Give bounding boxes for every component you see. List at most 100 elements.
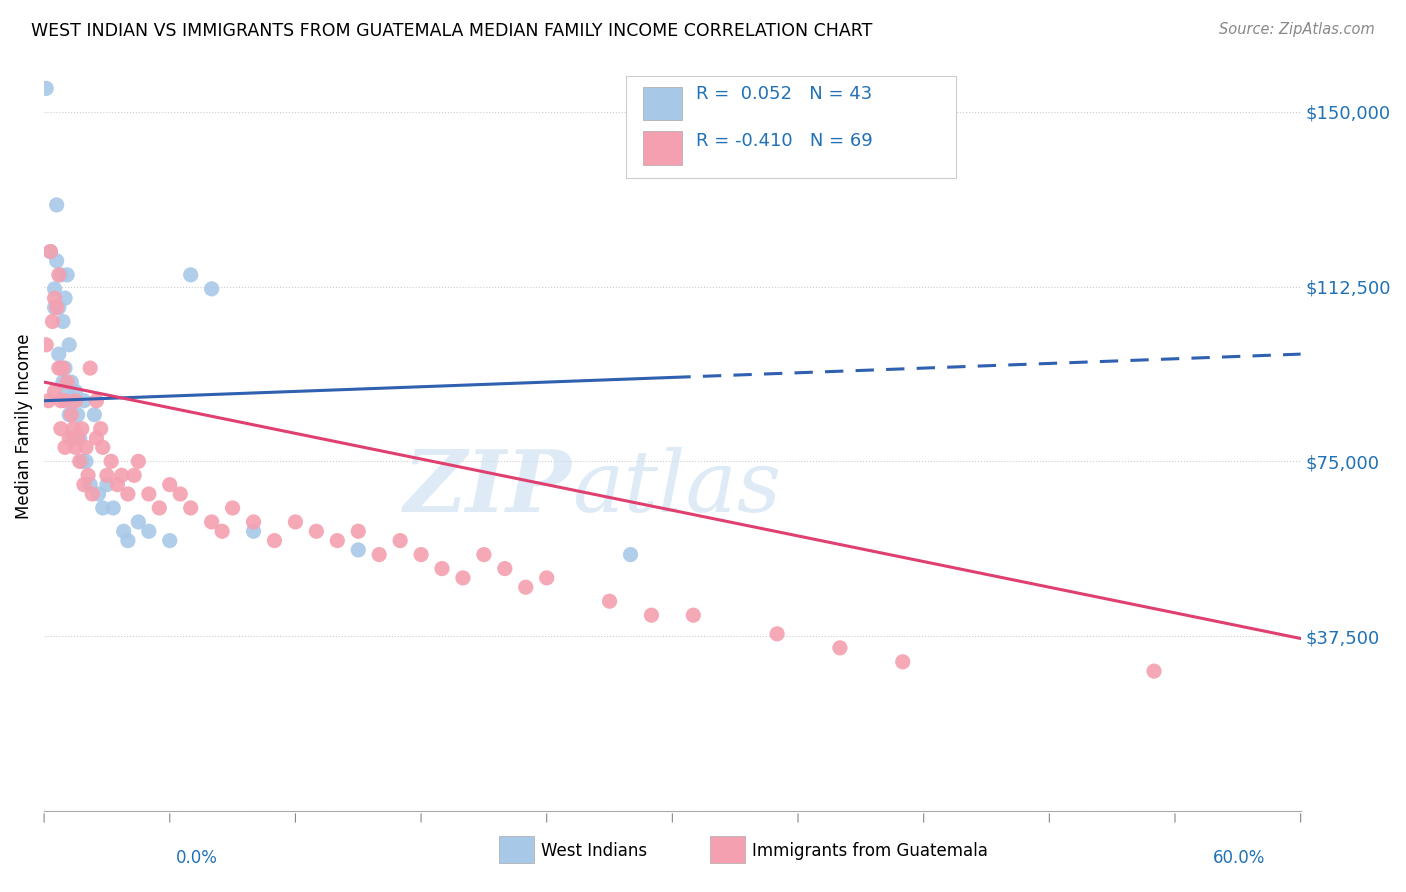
Point <box>60 408 83 422</box>
Point <box>368 548 391 562</box>
Text: Immigrants from Guatemala: Immigrants from Guatemala <box>752 842 988 860</box>
Point <box>515 580 537 594</box>
Point <box>682 608 704 623</box>
Point <box>44 384 66 399</box>
Point <box>56 375 79 389</box>
Point <box>56 384 79 399</box>
Point <box>35 81 58 95</box>
Text: 60.0%: 60.0% <box>1213 849 1265 867</box>
Point <box>49 393 72 408</box>
Point <box>263 533 285 548</box>
Point <box>347 543 370 558</box>
Point <box>60 375 83 389</box>
Point <box>44 282 66 296</box>
Point <box>242 524 264 539</box>
Point <box>86 393 108 408</box>
Point <box>75 441 97 455</box>
Point <box>53 291 76 305</box>
Point <box>112 524 135 539</box>
Point <box>86 431 108 445</box>
Point <box>53 361 76 376</box>
Point <box>75 454 97 468</box>
Point <box>56 268 79 282</box>
Point <box>73 393 96 408</box>
Point <box>472 548 495 562</box>
Point <box>891 655 914 669</box>
Point <box>53 393 76 408</box>
Point <box>83 408 105 422</box>
Point <box>90 422 112 436</box>
Point <box>62 431 84 445</box>
Point <box>159 533 181 548</box>
Point <box>766 627 789 641</box>
Text: R =  0.052   N = 43: R = 0.052 N = 43 <box>696 85 872 103</box>
Y-axis label: Median Family Income: Median Family Income <box>15 334 32 519</box>
Point <box>69 454 91 468</box>
Point <box>127 515 149 529</box>
Point <box>39 244 62 259</box>
Point <box>117 487 139 501</box>
Point <box>66 408 89 422</box>
Point <box>180 500 202 515</box>
Point <box>44 301 66 315</box>
Point <box>91 441 114 455</box>
Point <box>599 594 621 608</box>
Point <box>82 487 104 501</box>
Point <box>430 561 453 575</box>
Point <box>159 477 181 491</box>
Text: R = -0.410   N = 69: R = -0.410 N = 69 <box>696 132 873 150</box>
Point <box>69 431 91 445</box>
Point <box>169 487 191 501</box>
Point <box>127 454 149 468</box>
Point <box>201 515 224 529</box>
Point <box>96 468 118 483</box>
Point <box>73 477 96 491</box>
Point <box>117 533 139 548</box>
Point <box>77 468 100 483</box>
Text: 0.0%: 0.0% <box>176 849 218 867</box>
Point <box>70 422 93 436</box>
Point <box>122 468 145 483</box>
Point <box>45 253 67 268</box>
Point <box>494 561 516 575</box>
Point <box>221 500 243 515</box>
Point <box>65 384 87 399</box>
Point <box>211 524 233 539</box>
Point <box>284 515 307 529</box>
Point <box>138 524 160 539</box>
Point <box>201 282 224 296</box>
Point <box>37 393 59 408</box>
Point <box>326 533 349 548</box>
Point <box>640 608 662 623</box>
Point <box>79 477 101 491</box>
Text: atlas: atlas <box>572 447 780 529</box>
Point <box>451 571 474 585</box>
Point <box>58 338 80 352</box>
Point <box>53 441 76 455</box>
Point <box>48 347 70 361</box>
Point <box>389 533 412 548</box>
Text: Source: ZipAtlas.com: Source: ZipAtlas.com <box>1219 22 1375 37</box>
Point <box>41 314 63 328</box>
Point <box>138 487 160 501</box>
Point <box>49 268 72 282</box>
Point <box>48 268 70 282</box>
Point <box>45 198 67 212</box>
Point <box>619 548 641 562</box>
Point <box>91 500 114 515</box>
Point <box>305 524 328 539</box>
Point <box>100 454 122 468</box>
Point <box>107 477 129 491</box>
Point <box>103 500 125 515</box>
Point <box>65 441 87 455</box>
Point <box>52 375 75 389</box>
Point <box>44 291 66 305</box>
Point <box>828 640 851 655</box>
Point <box>148 500 170 515</box>
Point <box>66 431 89 445</box>
Point <box>35 338 58 352</box>
Point <box>52 361 75 376</box>
Point <box>536 571 558 585</box>
Point <box>58 431 80 445</box>
Point <box>347 524 370 539</box>
